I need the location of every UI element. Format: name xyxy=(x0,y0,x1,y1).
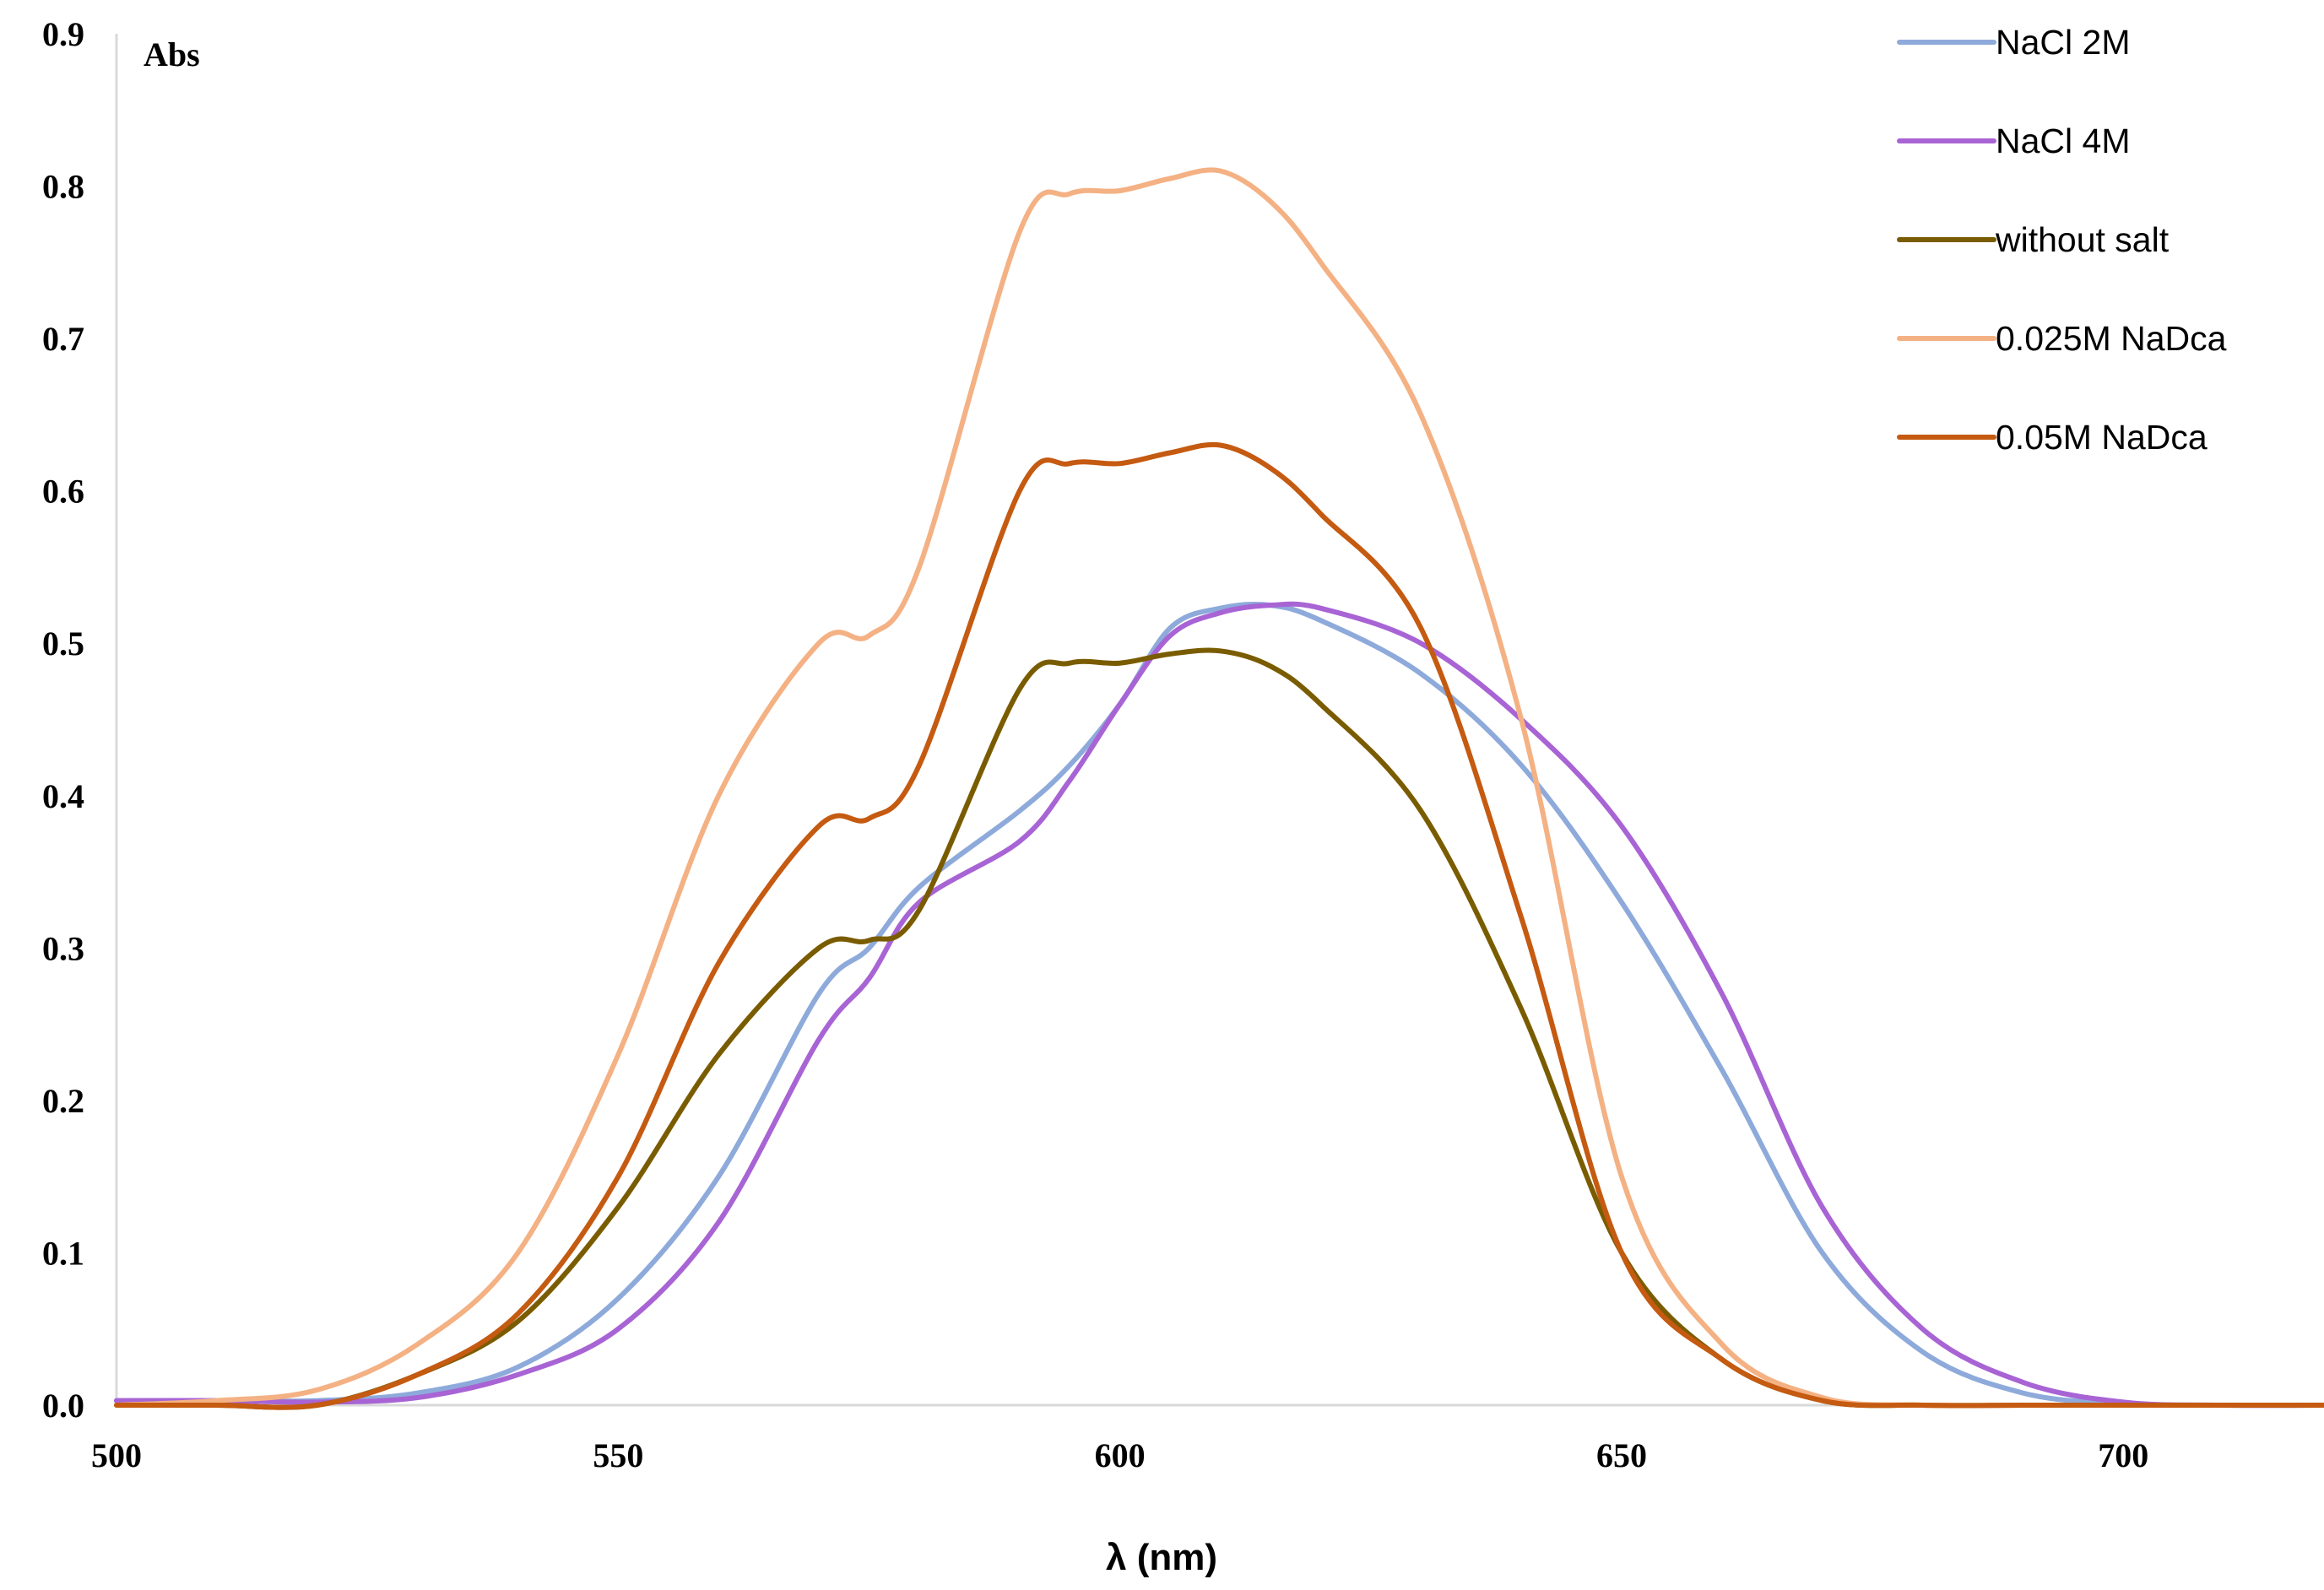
legend-label: NaCl 2M xyxy=(1996,23,2130,62)
legend-item-0-05m-nadca: 0.05M NaDca xyxy=(1897,418,2208,457)
legend-item-without-salt: without salt xyxy=(1897,220,2170,259)
y-tick-label: 0.5 xyxy=(42,625,84,662)
x-tick-label: 650 xyxy=(1596,1436,1647,1474)
legend-label: 0.05M NaDca xyxy=(1996,418,2208,457)
x-tick-labels: 500 550 600 650 700 xyxy=(91,1436,2148,1474)
series-line-0-05m-nadca xyxy=(114,441,2324,1410)
y-tick-label: 0.3 xyxy=(42,929,84,967)
x-tick-label: 700 xyxy=(2098,1436,2148,1474)
legend-label: 0.025M NaDca xyxy=(1996,319,2227,358)
series-line-0-025m-nadca xyxy=(114,167,2324,1409)
x-tick-label: 500 xyxy=(91,1436,142,1474)
series-line-nacl-2m xyxy=(114,601,2324,1409)
legend-label: NaCl 4M xyxy=(1996,122,2130,160)
series-line-nacl-4m xyxy=(114,601,2324,1409)
y-tick-label: 0.8 xyxy=(42,168,84,206)
legend: NaCl 2M NaCl 4M without salt 0.025M NaDca 0.… xyxy=(1897,23,2227,457)
series-lines xyxy=(114,167,2324,1410)
y-axis-title: Abs xyxy=(144,35,200,73)
y-tick-labels: 0.0 0.1 0.2 0.3 0.4 0.5 0.6 0.7 0.8 0.9 xyxy=(42,15,84,1425)
y-tick-label: 0.6 xyxy=(42,473,84,511)
legend-label: without salt xyxy=(1995,220,2170,259)
y-tick-label: 0.9 xyxy=(42,15,84,53)
legend-item-nacl-4m: NaCl 4M xyxy=(1897,122,2130,160)
y-tick-label: 0.4 xyxy=(42,777,84,815)
y-tick-label: 0.0 xyxy=(42,1387,84,1425)
x-tick-label: 550 xyxy=(593,1436,643,1474)
y-tick-label: 0.2 xyxy=(42,1082,84,1120)
y-tick-label: 0.7 xyxy=(42,320,84,358)
x-axis-title: λ (nm) xyxy=(1106,1537,1217,1578)
legend-item-0-025m-nadca: 0.025M NaDca xyxy=(1897,319,2227,358)
legend-item-nacl-2m: NaCl 2M xyxy=(1897,23,2130,62)
y-tick-label: 0.1 xyxy=(42,1234,84,1272)
series-line-without-salt xyxy=(114,647,2324,1410)
x-tick-label: 600 xyxy=(1095,1436,1146,1474)
